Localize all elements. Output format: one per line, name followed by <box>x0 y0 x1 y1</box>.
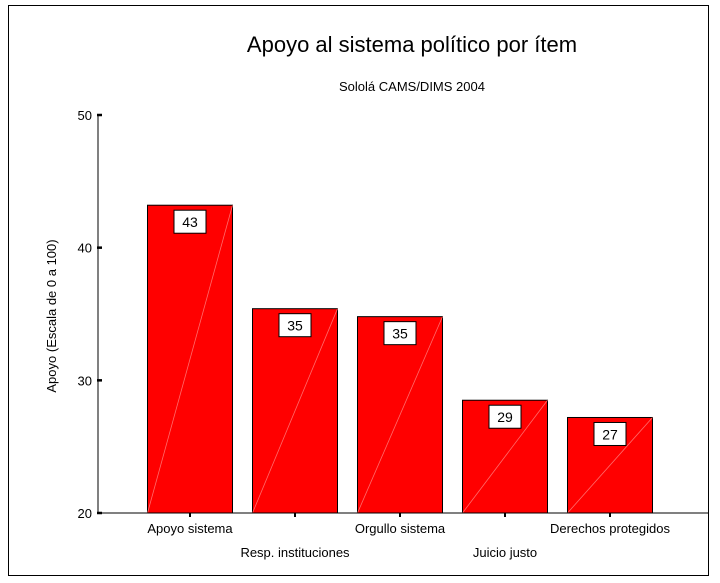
y-tick-label: 30 <box>78 373 92 388</box>
x-tick-label: Derechos protegidos <box>550 521 670 536</box>
data-label: 35 <box>392 326 408 342</box>
bar-group: 35 <box>357 316 443 514</box>
bar-sheen <box>147 205 233 514</box>
data-label: 29 <box>497 409 513 425</box>
bar-group: 29 <box>462 399 548 514</box>
bars-group: 43 35 35 29 27 <box>147 204 653 514</box>
y-axis-label: Apoyo (Escala de 0 a 100) <box>44 239 59 392</box>
bar-sheen <box>357 316 443 514</box>
x-tick-label: Juicio justo <box>473 545 537 560</box>
data-label-box <box>173 209 207 234</box>
bar-group: 27 <box>567 416 653 514</box>
x-tick-label: Resp. instituciones <box>240 545 350 560</box>
y-tick-label: 50 <box>78 108 92 123</box>
data-label-box <box>383 321 417 346</box>
data-label-box <box>593 421 627 446</box>
bar-sheen <box>462 399 548 514</box>
data-label-box <box>488 404 522 429</box>
data-label: 43 <box>182 214 198 230</box>
x-tick-label: Apoyo sistema <box>147 521 233 536</box>
chart-subtitle: Sololá CAMS/DIMS 2004 <box>339 79 485 94</box>
bar-group: 35 <box>252 308 338 514</box>
x-tick-label: Orgullo sistema <box>355 521 446 536</box>
chart-title: Apoyo al sistema político por ítem <box>247 32 577 57</box>
y-tick-label: 40 <box>78 241 92 256</box>
bar-group: 43 <box>147 204 233 514</box>
y-tick-label: 20 <box>78 506 92 521</box>
data-label-box <box>278 313 312 338</box>
axes-group: Apoyo sistema Resp. instituciones Orgullo … <box>78 108 708 560</box>
bar-sheen <box>567 417 653 514</box>
data-label: 27 <box>602 426 618 442</box>
data-label: 35 <box>287 318 303 334</box>
bar-sheen <box>252 308 338 514</box>
